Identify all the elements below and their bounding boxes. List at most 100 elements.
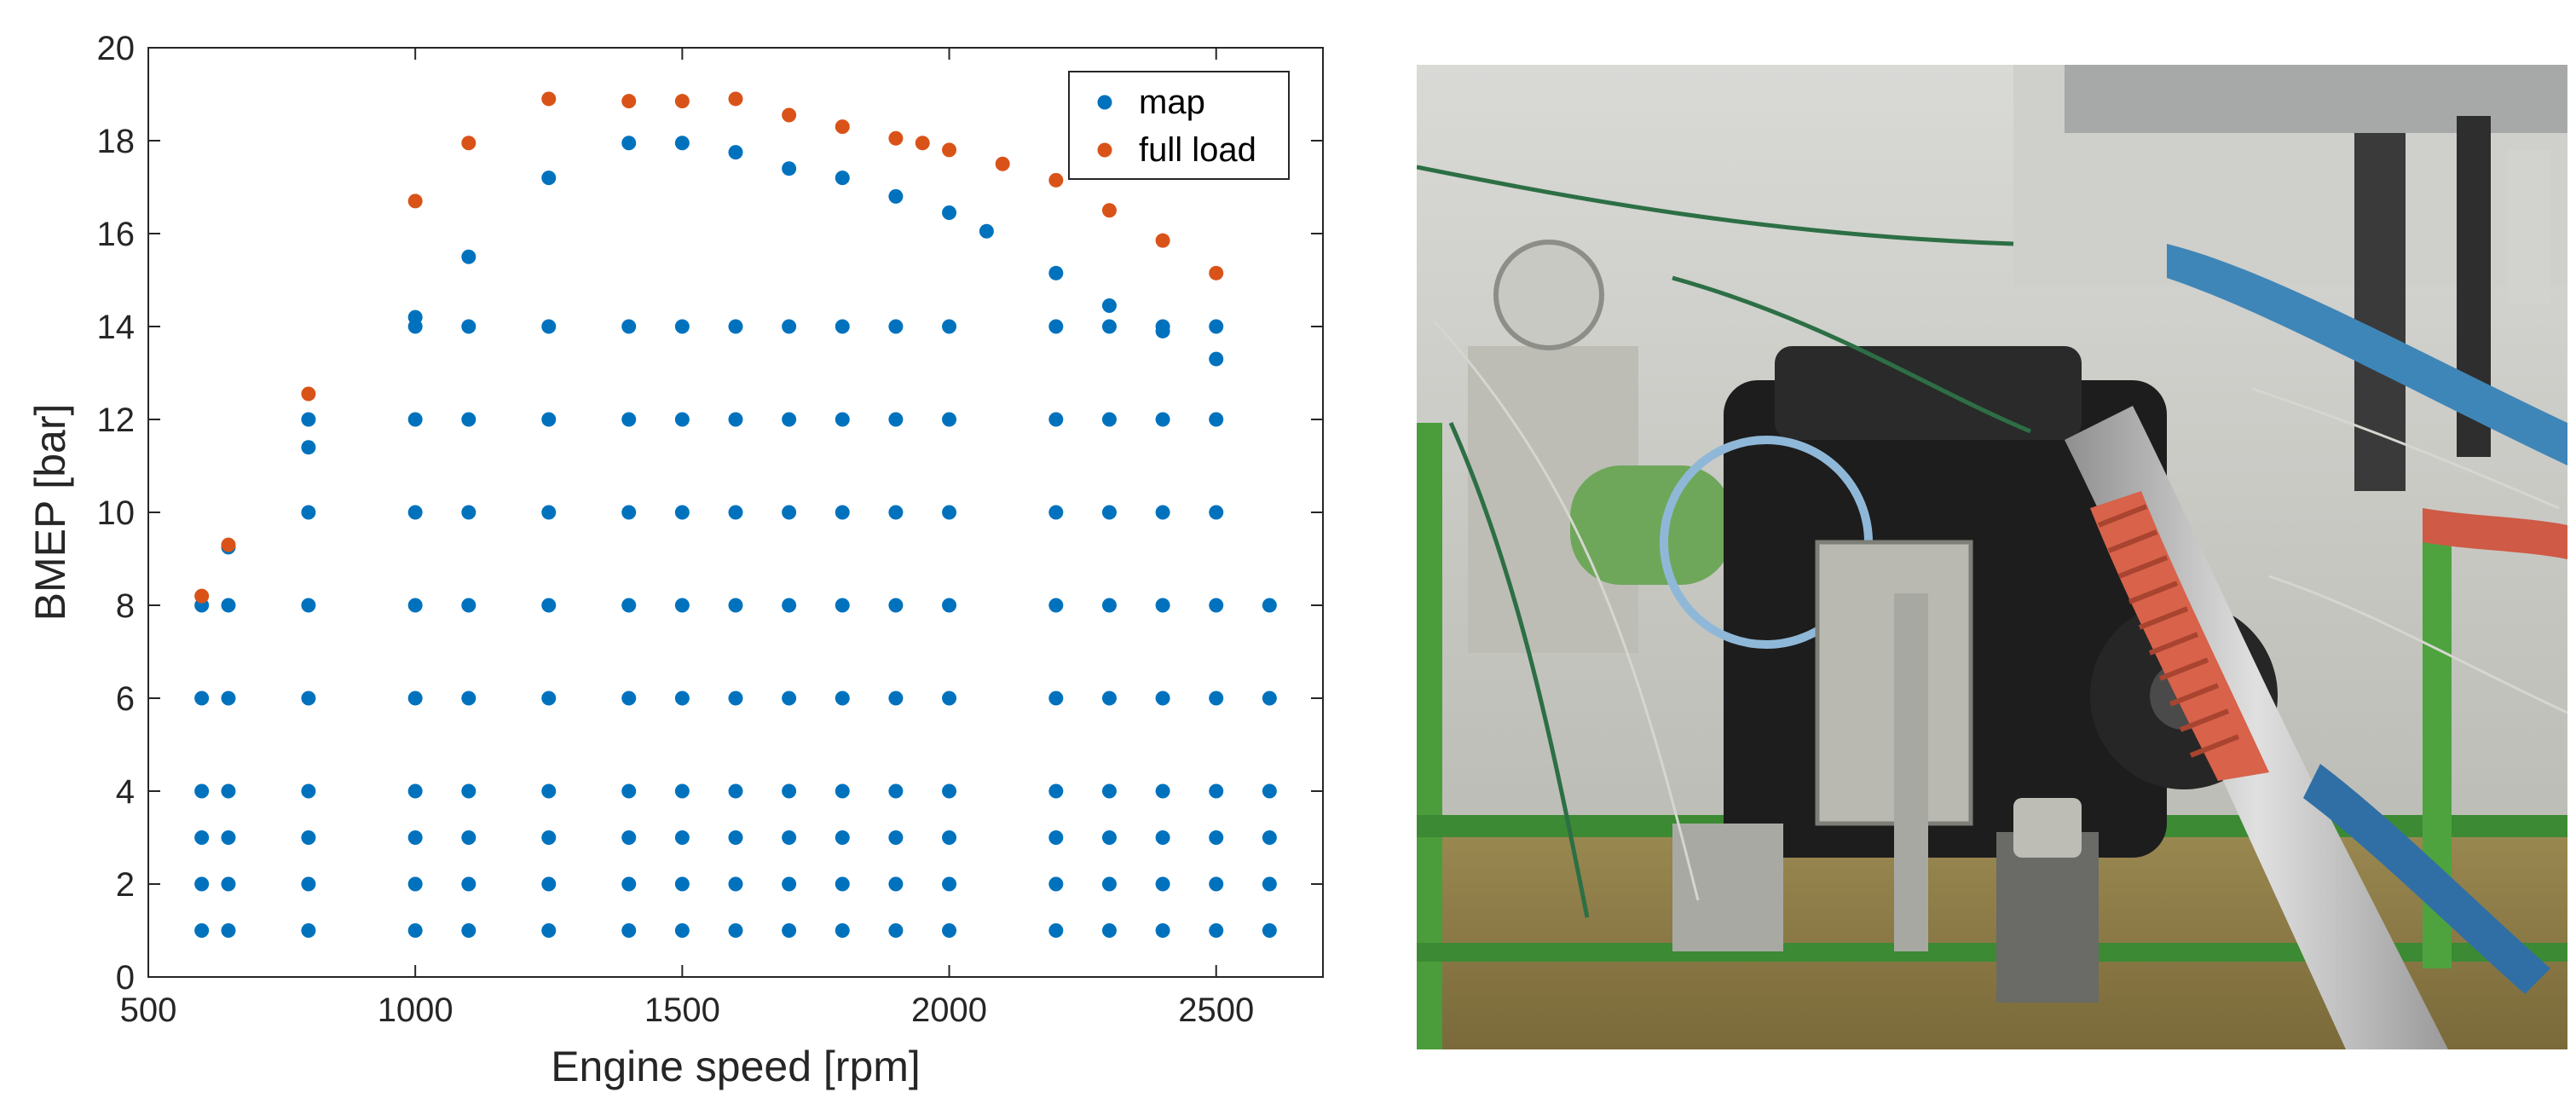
map-point bbox=[301, 876, 316, 892]
map-point bbox=[1209, 691, 1224, 706]
map-point bbox=[1209, 830, 1224, 845]
map-point bbox=[407, 876, 423, 892]
map-point bbox=[221, 598, 236, 613]
y-tick-label: 14 bbox=[97, 309, 136, 346]
map-point bbox=[942, 205, 957, 220]
map-point bbox=[1262, 923, 1277, 938]
map-point bbox=[621, 691, 637, 706]
map-point bbox=[541, 319, 557, 334]
map-point bbox=[1048, 923, 1064, 938]
full-load-point bbox=[942, 142, 957, 158]
map-point bbox=[1101, 923, 1117, 938]
full-load-point bbox=[541, 91, 557, 107]
bmep-scatter-chart: 500 1000 1500 2000 2500 0 2 4 6 8 10 12 14 16 18 20 Engi… bbox=[26, 30, 1324, 1090]
full-load-point bbox=[915, 136, 930, 151]
map-point bbox=[1209, 598, 1224, 613]
map-point bbox=[1209, 319, 1224, 334]
map-point bbox=[461, 598, 477, 613]
map-point bbox=[888, 783, 904, 799]
map-point bbox=[782, 161, 797, 176]
map-point bbox=[1101, 505, 1117, 520]
map-point bbox=[301, 830, 316, 845]
map-point bbox=[541, 783, 557, 799]
full-load-point bbox=[674, 94, 690, 109]
map-point bbox=[1048, 319, 1064, 334]
map-point bbox=[835, 598, 850, 613]
map-point bbox=[541, 505, 557, 520]
map-point bbox=[407, 598, 423, 613]
map-point bbox=[1262, 598, 1277, 613]
map-point bbox=[621, 830, 637, 845]
map-point bbox=[221, 691, 236, 706]
map-point bbox=[1155, 830, 1170, 845]
map-point bbox=[888, 412, 904, 427]
map-point bbox=[1155, 923, 1170, 938]
map-point bbox=[1048, 598, 1064, 613]
full-load-point bbox=[995, 156, 1010, 171]
map-point bbox=[407, 691, 423, 706]
map-point bbox=[621, 783, 637, 799]
map-point bbox=[1209, 412, 1224, 427]
full-load-point bbox=[1048, 172, 1064, 188]
map-point bbox=[1101, 598, 1117, 613]
map-point bbox=[621, 319, 637, 334]
y-tick-label: 10 bbox=[97, 494, 136, 532]
map-point bbox=[782, 505, 797, 520]
map-point bbox=[888, 319, 904, 334]
map-point bbox=[621, 412, 637, 427]
map-point bbox=[301, 598, 316, 613]
map-point bbox=[1101, 412, 1117, 427]
full-load-point bbox=[194, 588, 210, 604]
map-point bbox=[674, 319, 690, 334]
map-point bbox=[1101, 319, 1117, 334]
map-point bbox=[674, 876, 690, 892]
map-point bbox=[728, 830, 743, 845]
map-point bbox=[461, 830, 477, 845]
map-point bbox=[942, 412, 957, 427]
map-point bbox=[541, 171, 557, 186]
map-point bbox=[1209, 876, 1224, 892]
map-point bbox=[728, 691, 743, 706]
map-point bbox=[782, 598, 797, 613]
map-point bbox=[1262, 830, 1277, 845]
axes: 500 1000 1500 2000 2500 0 2 4 6 8 10 12 14 16 18 20 Engi… bbox=[26, 30, 1324, 1090]
map-point bbox=[621, 876, 637, 892]
y-axis-label: BMEP [bar] bbox=[26, 404, 74, 621]
map-point bbox=[782, 412, 797, 427]
map-point bbox=[621, 505, 637, 520]
map-point bbox=[782, 830, 797, 845]
y-tick-label: 0 bbox=[116, 959, 135, 997]
map-point bbox=[461, 319, 477, 334]
full-load-point bbox=[1101, 203, 1117, 218]
series-map bbox=[194, 136, 1277, 938]
map-point bbox=[1209, 923, 1224, 938]
map-point bbox=[407, 830, 423, 845]
x-tick-label: 2500 bbox=[1178, 991, 1254, 1029]
map-point bbox=[942, 598, 957, 613]
full-load-point bbox=[728, 91, 743, 107]
map-point bbox=[728, 783, 743, 799]
map-point bbox=[728, 412, 743, 427]
map-point bbox=[1209, 783, 1224, 799]
y-tick-label: 20 bbox=[97, 30, 136, 67]
map-point bbox=[942, 923, 957, 938]
map-point bbox=[301, 783, 316, 799]
map-point bbox=[728, 319, 743, 334]
map-point bbox=[1101, 876, 1117, 892]
map-point bbox=[728, 923, 743, 938]
x-tick-label: 1500 bbox=[644, 991, 720, 1029]
y-tick-label: 8 bbox=[116, 587, 135, 625]
y-tick-label: 16 bbox=[97, 216, 136, 253]
map-point bbox=[221, 876, 236, 892]
map-point bbox=[674, 691, 690, 706]
map-point bbox=[1155, 783, 1170, 799]
map-point bbox=[1048, 265, 1064, 280]
map-point bbox=[621, 136, 637, 151]
full-load-point bbox=[782, 107, 797, 123]
y-tick-label: 2 bbox=[116, 866, 135, 904]
legend-label-full-load: full load bbox=[1139, 131, 1256, 169]
map-point bbox=[888, 923, 904, 938]
map-point bbox=[942, 691, 957, 706]
map-point bbox=[888, 876, 904, 892]
map-point bbox=[461, 505, 477, 520]
